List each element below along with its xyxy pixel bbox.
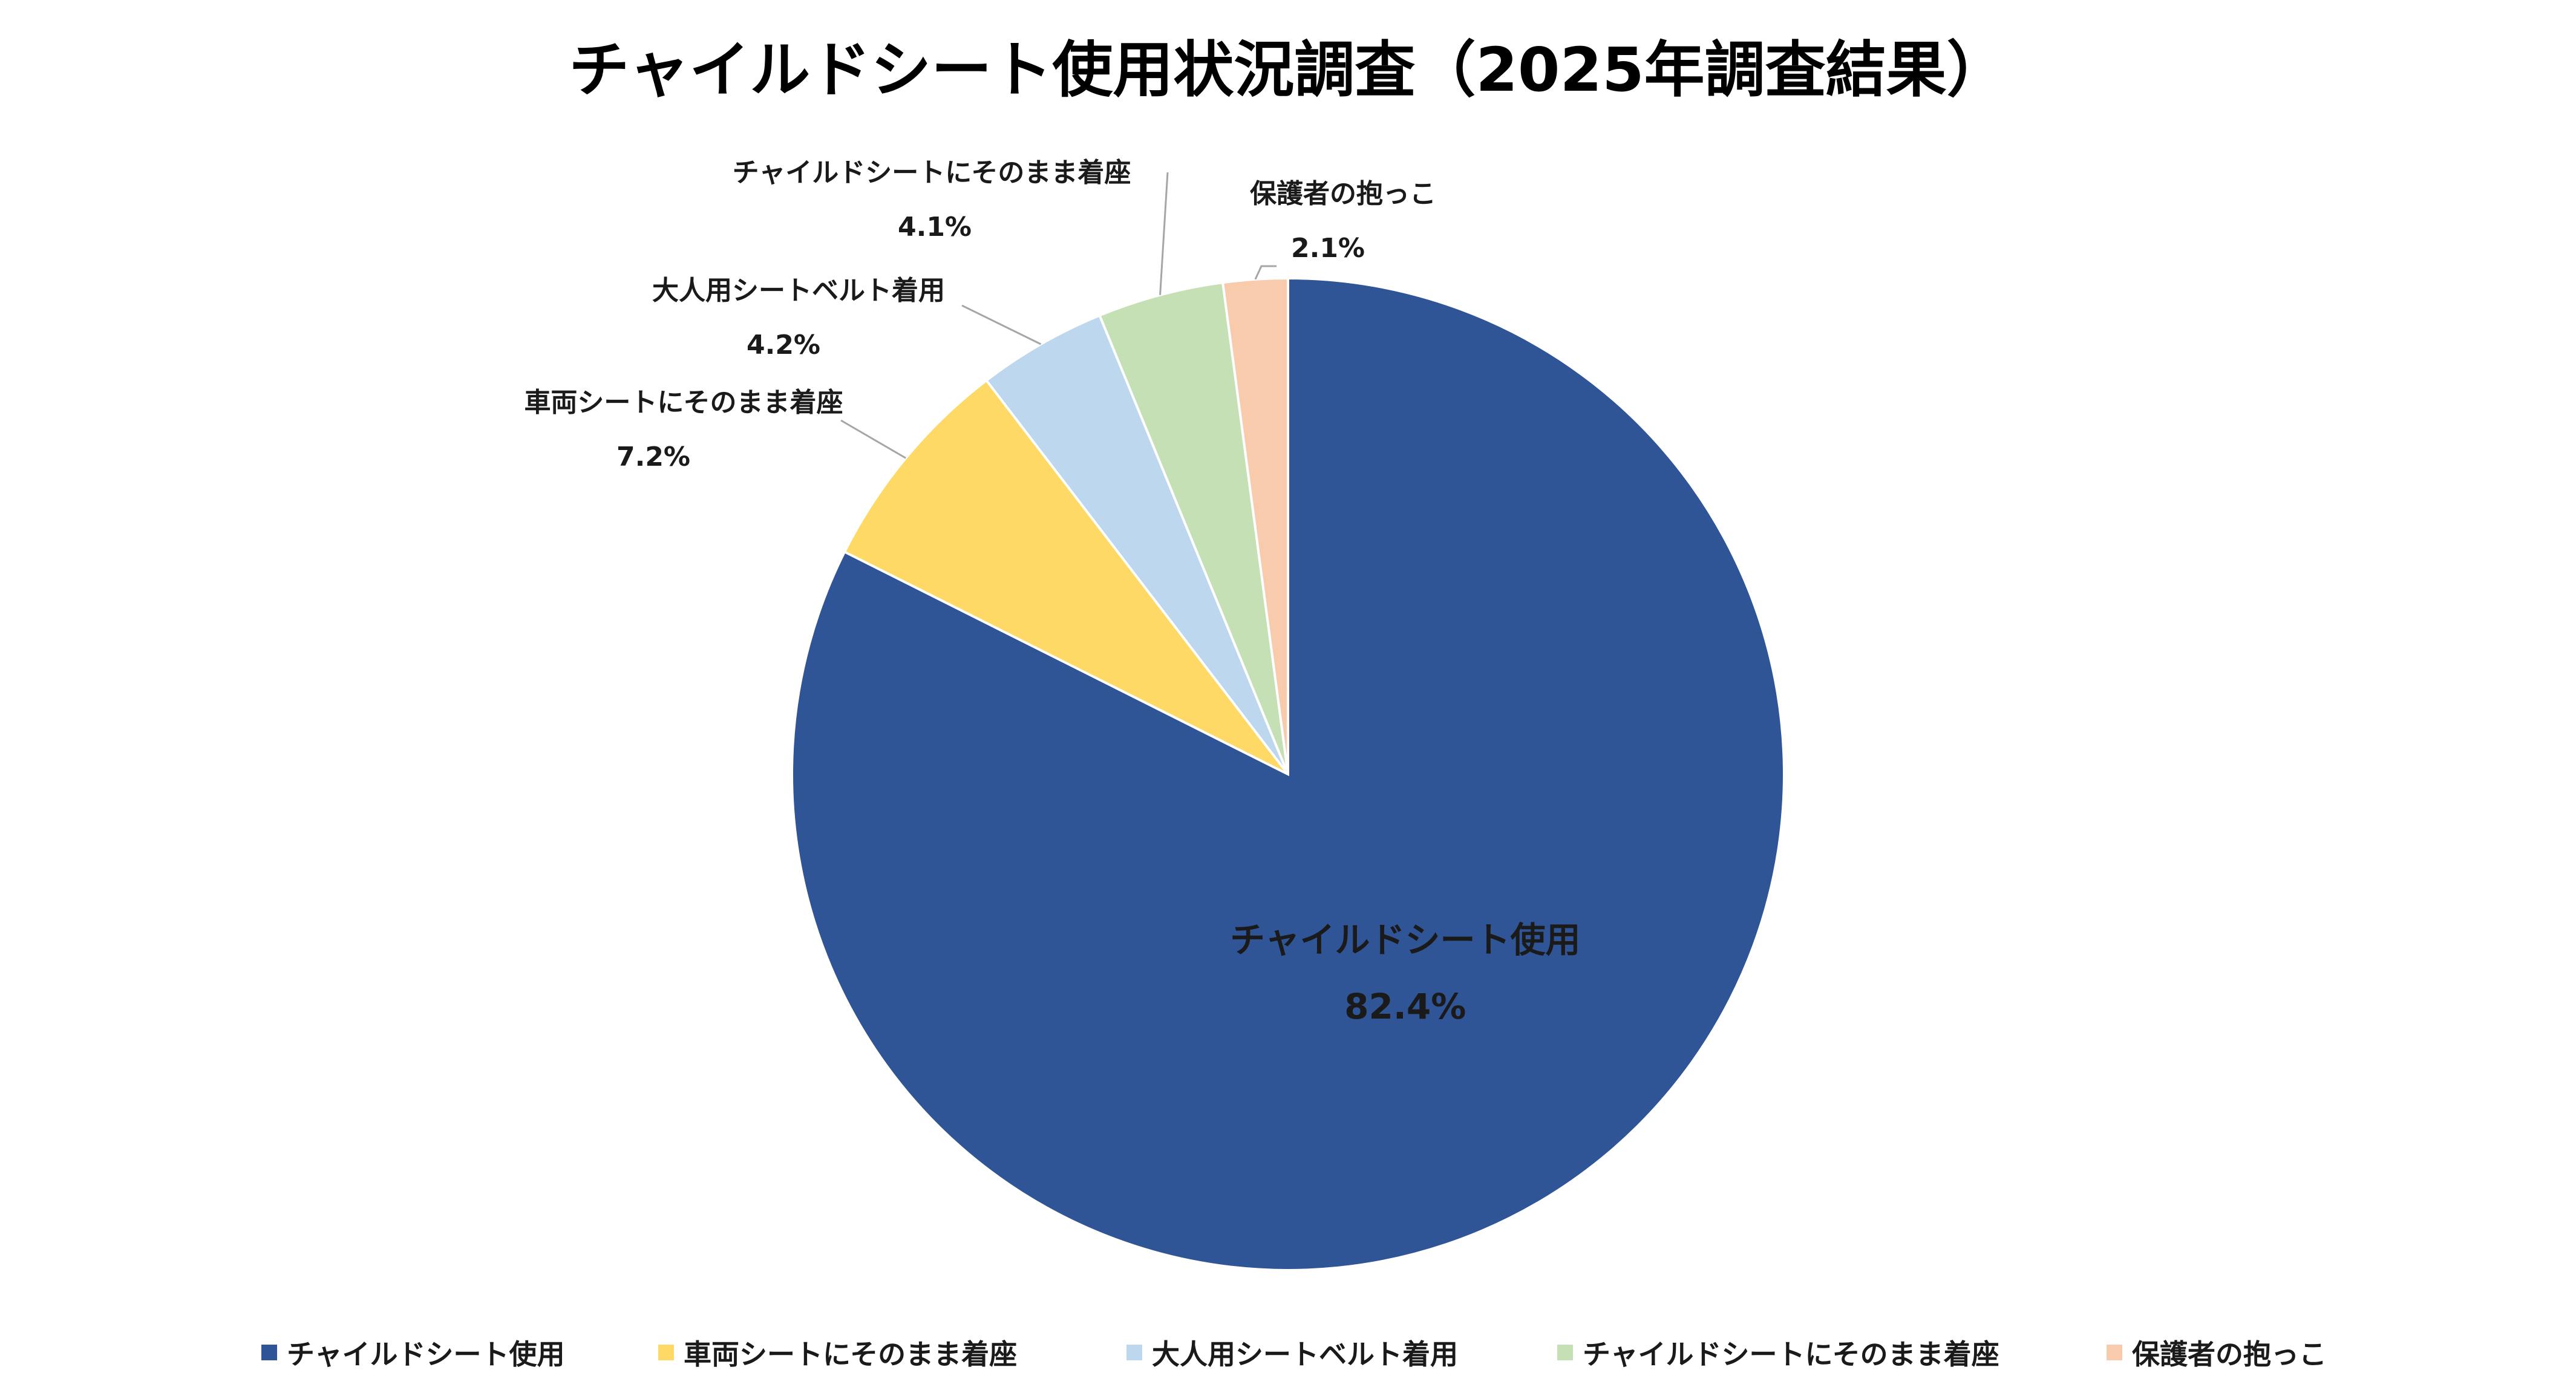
legend-label-1: 車両シートにそのまま着座 [684, 1338, 1017, 1371]
pie-slice-2 [984, 313, 1289, 775]
legend-swatch-0 [261, 1345, 277, 1360]
slice-value-3: 4.1% [898, 212, 972, 243]
slice-value-2: 4.2% [747, 330, 820, 360]
slice-value-0: 82.4% [1344, 986, 1466, 1027]
data-labels-layer: チャイルドシート使用 82.4% 車両シートにそのまま着座 7.2% 大人用シートベルト… [524, 157, 1580, 1027]
leader-lines-layer [840, 172, 1277, 459]
legend-label-0: チャイルドシート使用 [287, 1338, 565, 1371]
leader-line-2 [961, 304, 1042, 345]
leader-line-4 [1254, 265, 1277, 280]
slice-label-0: チャイルドシート使用 [1230, 919, 1580, 961]
leader-line-3 [1159, 172, 1169, 295]
legend-swatch-2 [1126, 1345, 1142, 1360]
slice-value-4: 2.1% [1291, 233, 1365, 264]
pie-slice-4 [1221, 276, 1289, 775]
chart-title: チャイルドシート使用状況調査（2025年調査結果） [569, 34, 2007, 105]
slices-layer [791, 276, 1785, 1271]
slice-label-3: チャイルドシートにそのまま着座 [733, 157, 1131, 188]
slice-label-4: 保護者の抱っこ [1250, 178, 1436, 209]
legend-label-2: 大人用シートベルト着用 [1152, 1338, 1458, 1371]
legend-swatch-3 [1557, 1345, 1573, 1360]
legend-label-4: 保護者の抱っこ [2132, 1338, 2327, 1371]
pie-slice-1 [843, 379, 1289, 775]
slice-label-2: 大人用シートベルト着用 [652, 275, 945, 306]
slice-value-1: 7.2% [616, 442, 690, 472]
pie-slice-3 [1097, 281, 1289, 775]
legend-swatch-4 [2107, 1345, 2122, 1360]
legend: チャイルドシート使用 車両シートにそのまま着座 大人用シートベルト着用 チャイルドシー… [261, 1338, 2327, 1371]
slice-label-1: 車両シートにそのまま着座 [524, 387, 843, 418]
leader-line-1 [840, 419, 906, 459]
legend-swatch-1 [658, 1345, 674, 1360]
legend-label-3: チャイルドシートにそのまま着座 [1583, 1338, 1999, 1371]
